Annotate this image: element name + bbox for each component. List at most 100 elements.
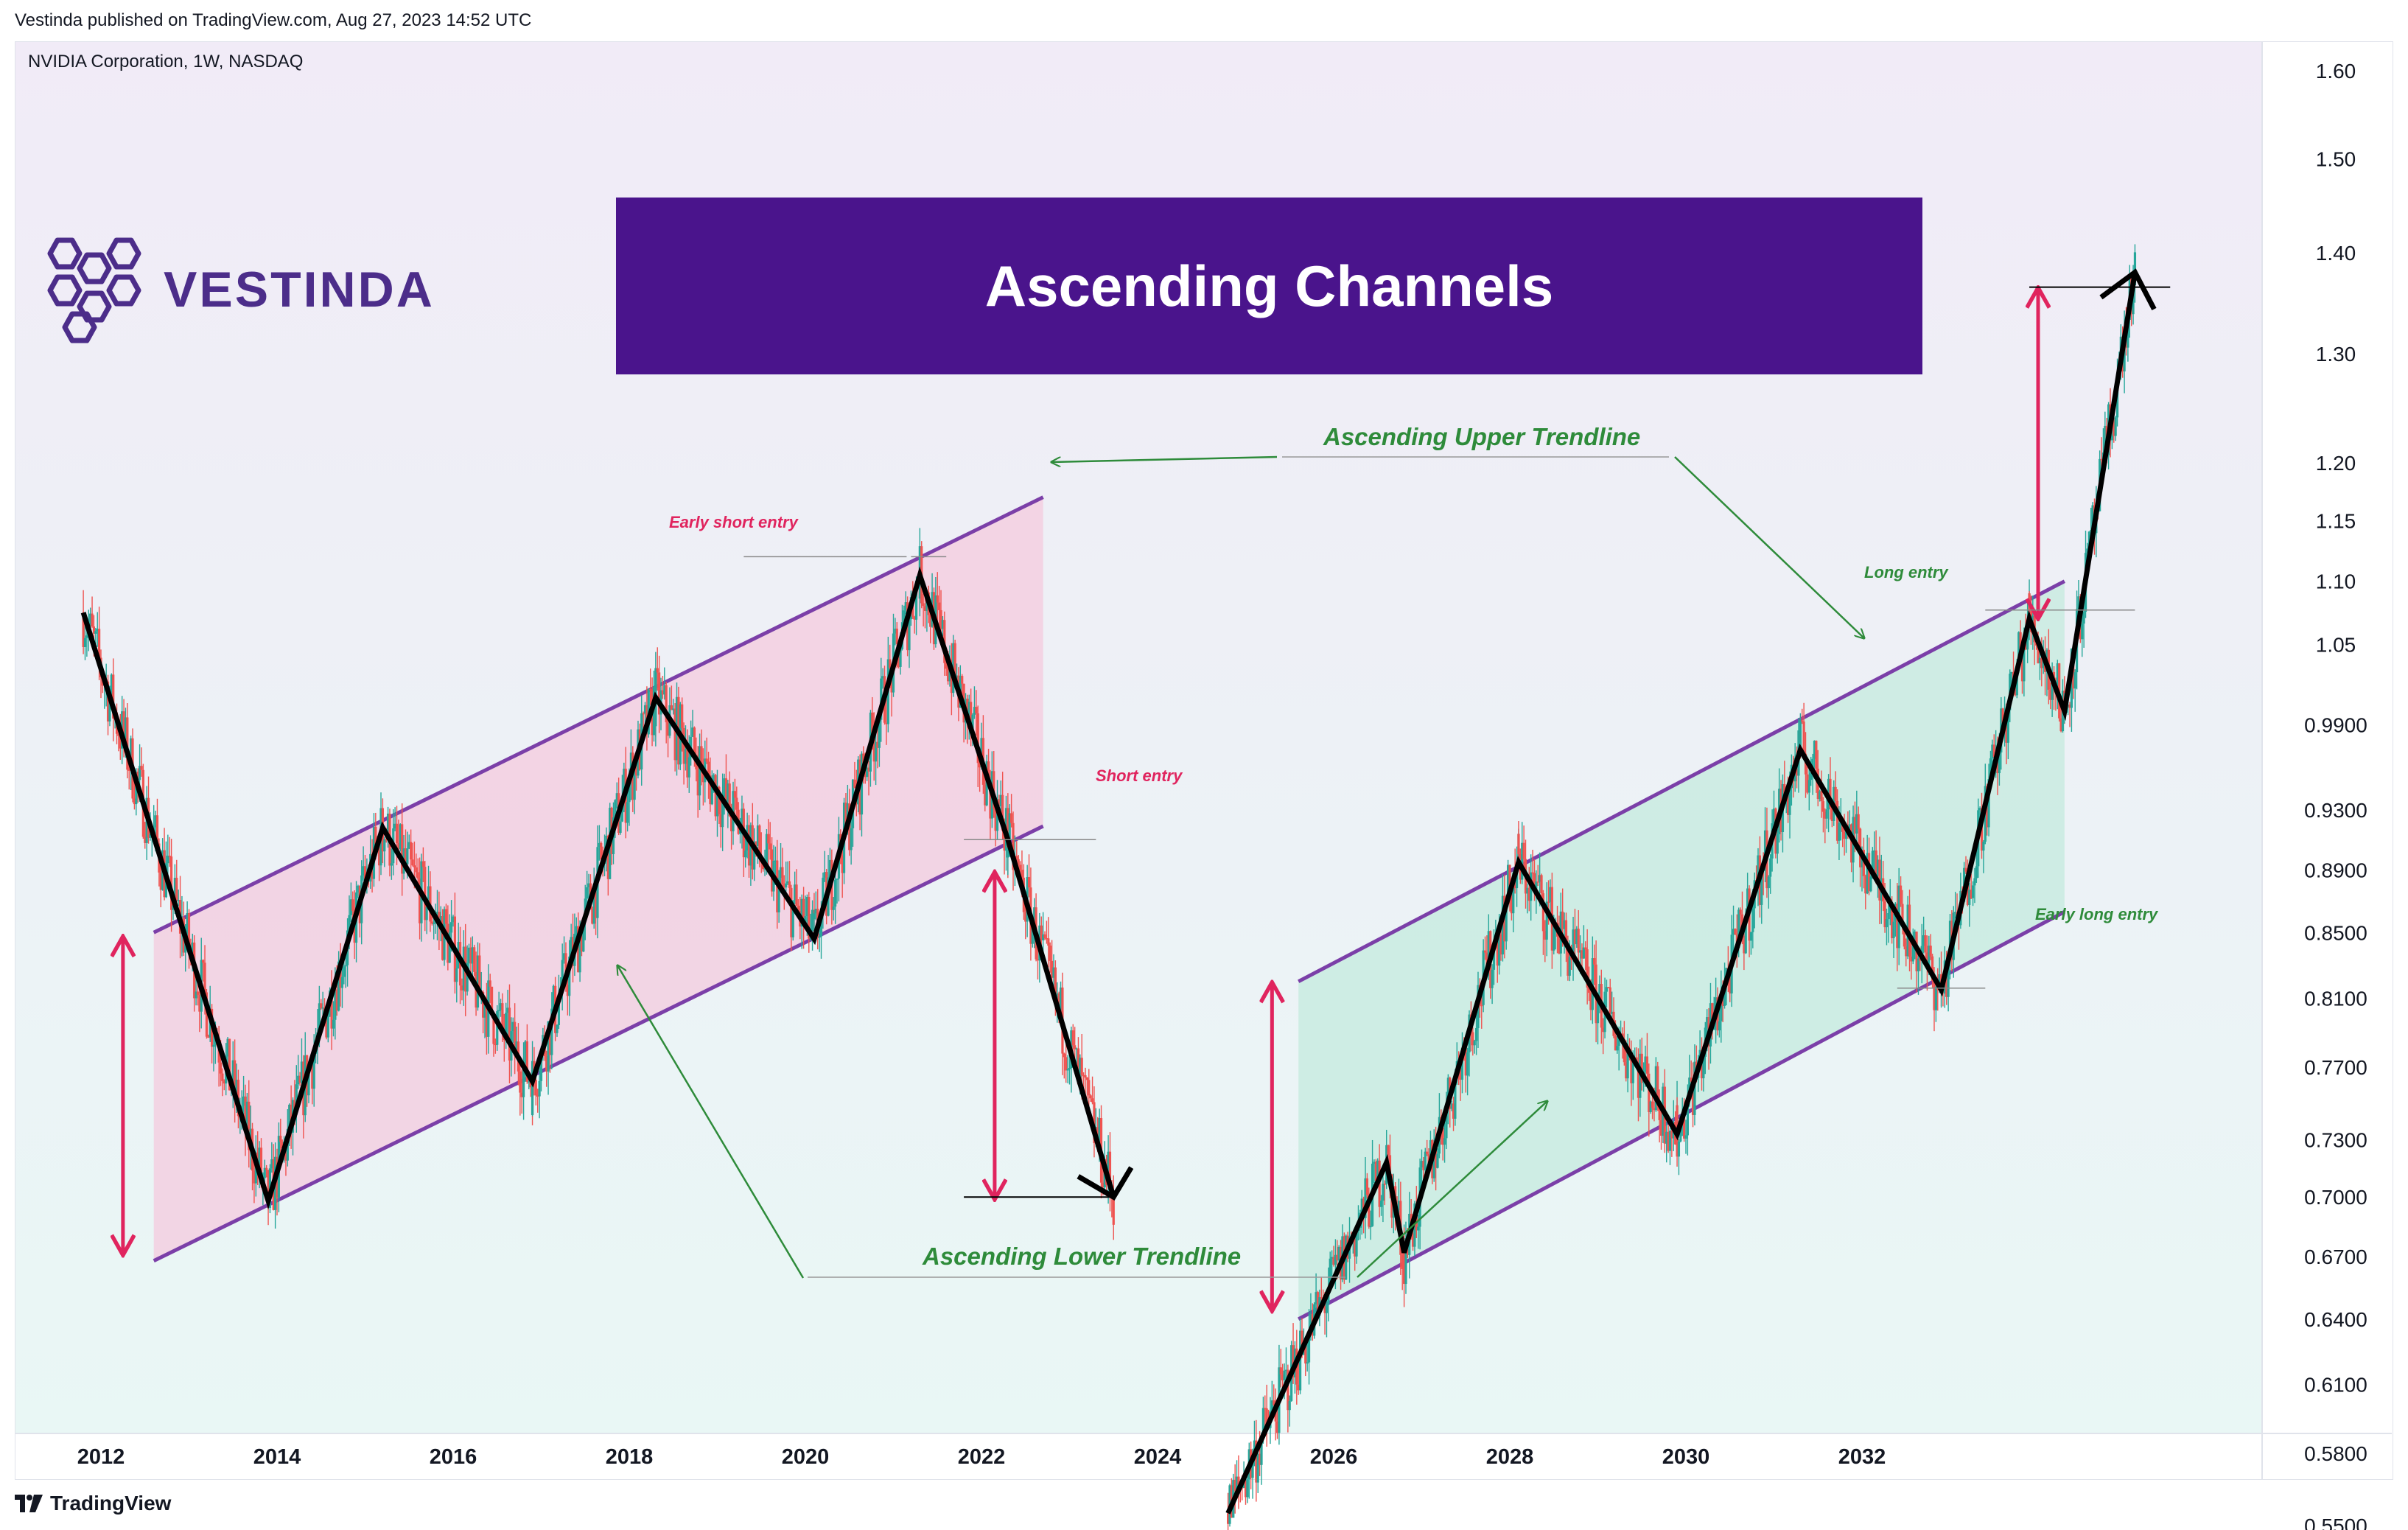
candle-body — [875, 741, 878, 762]
candle-body — [525, 1041, 528, 1082]
candle-body — [1360, 1198, 1363, 1213]
candle-body — [1637, 1061, 1640, 1098]
candle-body — [1487, 931, 1490, 969]
candle-body — [318, 1003, 321, 1033]
candle-body — [127, 769, 130, 771]
candle-body — [520, 1092, 523, 1097]
candle-body — [1107, 1151, 1110, 1185]
annotation-lower-trendline: Ascending Lower Trendline — [923, 1243, 1242, 1270]
candle-body — [709, 775, 712, 805]
candle-body — [1891, 902, 1894, 939]
candle-body — [531, 1061, 534, 1115]
candle-body — [335, 989, 338, 1011]
candle-body — [721, 796, 724, 828]
candle-body — [1644, 1056, 1647, 1072]
candle-body — [656, 668, 659, 673]
candle-body — [1729, 975, 1732, 993]
candle-body — [730, 816, 733, 831]
candle-body — [1841, 822, 1844, 832]
candle-body — [1751, 908, 1754, 932]
candle-body — [1635, 1057, 1638, 1062]
candle-body — [1332, 1257, 1335, 1265]
candle-body — [154, 815, 157, 828]
candle-body — [1864, 876, 1867, 894]
candle-body — [267, 1170, 270, 1173]
candle-body — [594, 884, 598, 918]
candle-body — [1829, 778, 1832, 808]
candle-body — [1799, 720, 1802, 752]
price-tick-label: 0.6400 — [2304, 1308, 2367, 1331]
candle-body — [1802, 722, 1805, 754]
candle-body — [1853, 817, 1857, 834]
candle-body — [1510, 892, 1513, 914]
candle-body — [270, 1159, 273, 1169]
candle-body — [908, 619, 911, 651]
candle-body — [1746, 888, 1749, 920]
candle-body — [1526, 887, 1529, 894]
price-tick-label: 1.05 — [2316, 634, 2356, 657]
candle-body — [1901, 904, 1904, 926]
candle-body — [984, 784, 987, 806]
candle-body — [973, 707, 976, 715]
candle-body — [1684, 1135, 1687, 1139]
candle-body — [248, 1101, 251, 1150]
candle-body — [1914, 932, 1917, 946]
candle-body — [785, 883, 788, 888]
candle-body — [1089, 1095, 1092, 1099]
price-tick-label: 0.6700 — [2304, 1246, 2367, 1268]
candle-body — [1253, 1440, 1256, 1456]
candle-body — [1304, 1345, 1307, 1364]
candle-body — [538, 1080, 541, 1097]
candle-body — [1549, 887, 1552, 902]
candle-body — [418, 878, 421, 923]
candle-body — [615, 793, 618, 800]
candle-body — [401, 824, 404, 874]
candle-body — [1813, 741, 1816, 759]
candle-body — [1374, 1162, 1377, 1181]
candle-body — [483, 1005, 486, 1018]
candle-body — [2100, 458, 2103, 461]
candle-body — [1074, 1045, 1077, 1049]
candle-body — [681, 704, 684, 728]
candle-body — [1982, 842, 1985, 851]
candle-body — [469, 947, 472, 964]
candle-body — [2017, 632, 2020, 666]
candle-body — [971, 714, 974, 729]
time-tick-label: 2018 — [606, 1445, 654, 1469]
candle-body — [828, 859, 832, 878]
candle-body — [334, 989, 337, 1020]
candle-body — [1806, 774, 1809, 793]
candle-body — [684, 749, 687, 764]
time-tick-label: 2016 — [430, 1445, 477, 1469]
candle-body — [1422, 1161, 1425, 1170]
candle-body — [390, 863, 393, 866]
candle-body — [570, 937, 573, 957]
candle-body — [1429, 1140, 1432, 1164]
candle-body — [1496, 935, 1499, 966]
candle-body — [1260, 1437, 1263, 1465]
candle-body — [228, 1038, 231, 1091]
candle-body — [1292, 1345, 1295, 1377]
candle-body — [1426, 1151, 1429, 1154]
candle-body — [1237, 1476, 1240, 1486]
candle-body — [2028, 593, 2031, 612]
candle-body — [144, 836, 147, 843]
candle-body — [1862, 850, 1865, 876]
candle-body — [747, 825, 751, 866]
time-tick-label: 2024 — [1134, 1445, 1182, 1469]
candle-body — [753, 841, 756, 870]
price-tick-label: 0.9300 — [2304, 799, 2367, 822]
candle-body — [914, 581, 918, 620]
candle-body — [735, 797, 738, 810]
candle-body — [1760, 867, 1763, 905]
candle-body — [130, 738, 133, 770]
candle-body — [733, 791, 736, 798]
candle-body — [136, 772, 139, 780]
candle-body — [1336, 1254, 1339, 1261]
candle-body — [1899, 885, 1903, 904]
candle-body — [881, 676, 884, 679]
candle-body — [1545, 901, 1548, 940]
candle-body — [1065, 1057, 1068, 1071]
candle-body — [1288, 1400, 1291, 1411]
candle-body — [904, 602, 907, 611]
